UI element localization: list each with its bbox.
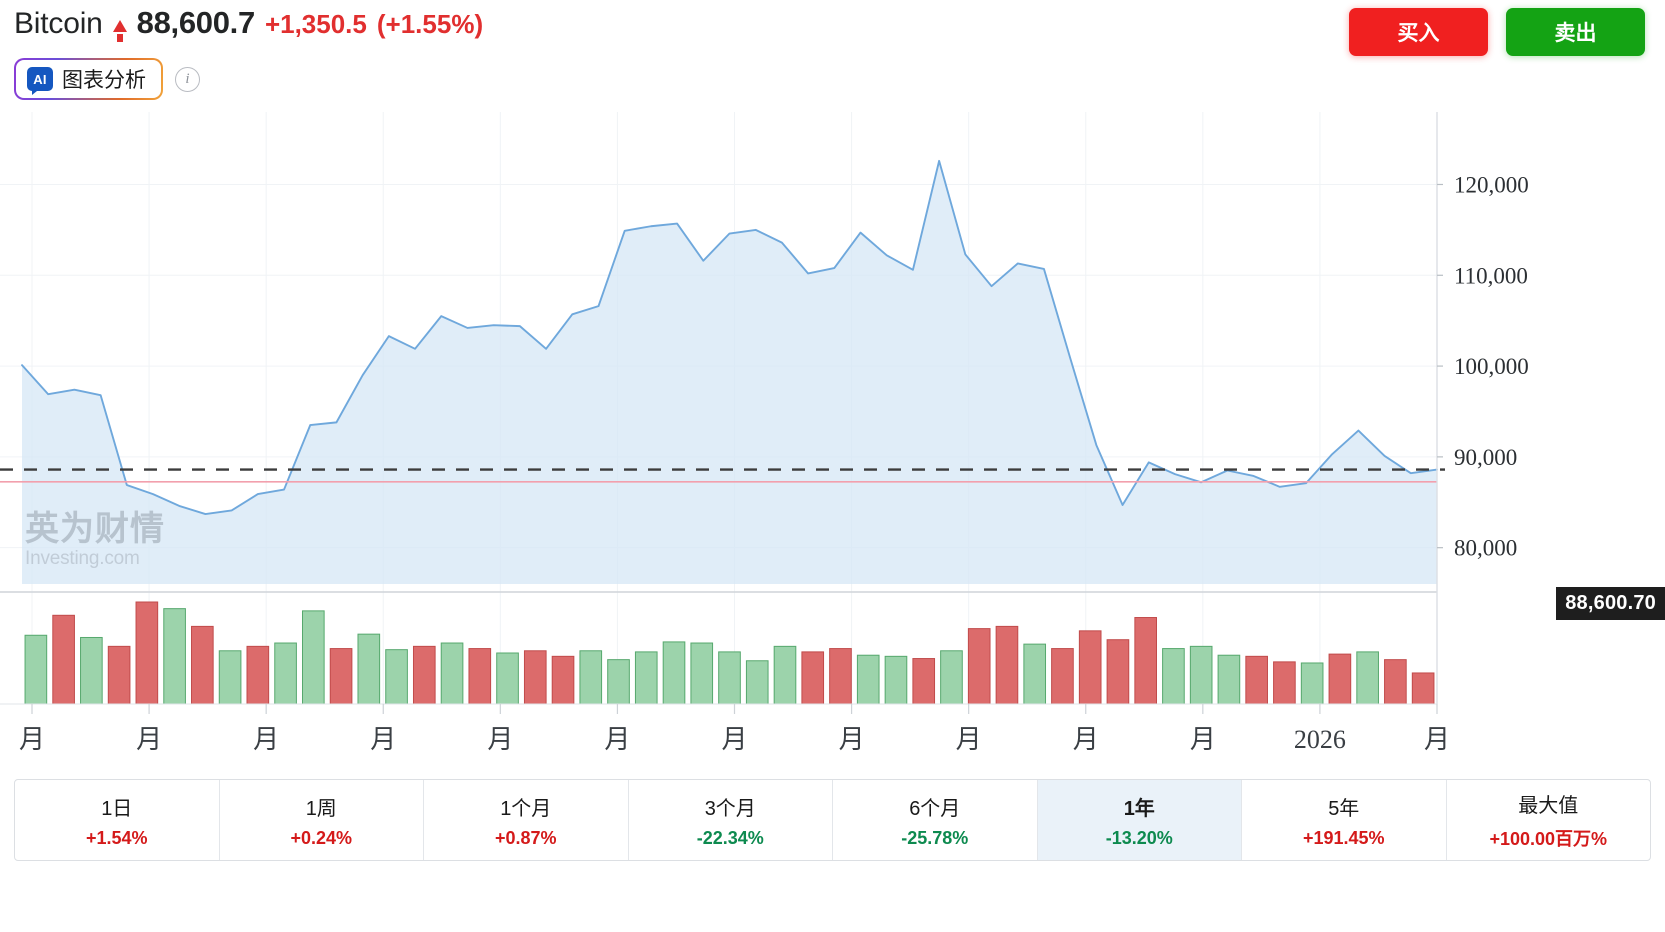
period-change-percent: -22.34% xyxy=(696,827,764,848)
trade-buttons: 买入 卖出 xyxy=(1349,8,1645,56)
period-tab-3[interactable]: 3个月 -22.34% xyxy=(629,780,833,860)
sell-button[interactable]: 卖出 xyxy=(1506,8,1645,56)
period-change-percent: +100.00百万% xyxy=(1489,829,1608,849)
period-label: 1个月 xyxy=(500,797,552,820)
period-tab-2[interactable]: 1个月 +0.87% xyxy=(424,780,629,860)
y-axis-tick-label: 90,000 xyxy=(1454,445,1517,470)
period-label: 3个月 xyxy=(704,797,756,820)
y-axis-tick-label: 100,000 xyxy=(1454,354,1529,379)
period-label: 最大值 xyxy=(1518,795,1579,817)
info-circle-icon[interactable]: i xyxy=(175,66,200,92)
price-change-percent: (+1.55%) xyxy=(376,9,484,39)
period-tab-0[interactable]: 1日 +1.54% xyxy=(15,780,220,860)
period-change-percent: +1.54% xyxy=(85,827,148,848)
y-axis-tick-label: 110,000 xyxy=(1454,263,1528,288)
x-axis-tick-label: 月 xyxy=(604,725,630,755)
y-axis-tick-label: 80,000 xyxy=(1454,536,1517,561)
period-tab-6[interactable]: 5年 +191.45% xyxy=(1242,780,1447,860)
x-axis-tick-label: 月 xyxy=(1073,725,1099,755)
quote-header: Bitcoin 88,600.7 +1,350.5 (+1.55%) AI 图表… xyxy=(0,0,1665,110)
x-axis-tick-label: 月 xyxy=(370,725,396,755)
period-label: 6个月 xyxy=(909,797,961,820)
period-change-percent: +0.24% xyxy=(290,827,353,848)
ai-chat-icon: AI xyxy=(27,67,53,95)
x-axis-tick-label: 月 xyxy=(1424,725,1450,755)
x-axis-tick-label: 月 xyxy=(253,725,279,755)
quote-summary: Bitcoin 88,600.7 +1,350.5 (+1.55%) xyxy=(14,5,484,42)
period-tab-5[interactable]: 1年 -13.20% xyxy=(1037,780,1242,860)
period-label: 1日 xyxy=(101,797,133,820)
y-axis-tick-label: 120,000 xyxy=(1454,172,1529,197)
x-axis-tick-label: 月 xyxy=(839,725,865,755)
x-axis-tick-label: 月 xyxy=(136,725,162,755)
period-change-percent: +191.45% xyxy=(1302,827,1385,848)
price-volume-chart[interactable]: 120,000 110,000 100,000 90,000 80,000 月 月 月 月 月 月 月… xyxy=(0,112,1665,767)
period-change-percent: +0.87% xyxy=(494,827,557,848)
arrow-up-icon xyxy=(112,20,127,42)
ai-chart-analysis-button[interactable]: AI 图表分析 xyxy=(14,58,163,100)
period-change-percent: -13.20% xyxy=(1105,827,1173,848)
period-label: 1年 xyxy=(1123,797,1155,820)
period-tab-4[interactable]: 6个月 -25.78% xyxy=(833,780,1038,860)
ai-button-label: 图表分析 xyxy=(62,69,146,92)
x-axis-tick-label: 月 xyxy=(721,725,747,755)
x-axis-tick-label: 月 xyxy=(956,725,982,755)
x-axis-tick-label: 2026 xyxy=(1294,725,1346,754)
x-axis-tick-label: 月 xyxy=(487,725,513,755)
period-change-percent: -25.78% xyxy=(901,827,969,848)
current-price-tag: 88,600.70 xyxy=(1556,587,1665,620)
chart-container[interactable]: 120,000 110,000 100,000 90,000 80,000 月 月 月 月 月 月 月… xyxy=(0,112,1665,767)
price-change: +1,350.5 xyxy=(264,9,367,39)
period-tab-7[interactable]: 最大值 +100.00百万% xyxy=(1447,780,1651,860)
x-axis-tick-label: 月 xyxy=(1190,725,1216,755)
period-selector[interactable]: 1日 +1.54% 1周 +0.24% 1个月 +0.87% 3个月 -22.34% 6个月 -2… xyxy=(14,779,1651,861)
ai-tools-row: AI 图表分析 i xyxy=(14,58,200,100)
x-axis-tick-label: 月 xyxy=(19,725,45,755)
period-label: 1周 xyxy=(305,797,337,820)
symbol-name: Bitcoin xyxy=(14,7,103,40)
buy-button[interactable]: 买入 xyxy=(1349,8,1488,56)
period-tab-1[interactable]: 1周 +0.24% xyxy=(220,780,424,860)
period-label: 5年 xyxy=(1328,797,1360,820)
last-price: 88,600.7 xyxy=(136,5,256,40)
